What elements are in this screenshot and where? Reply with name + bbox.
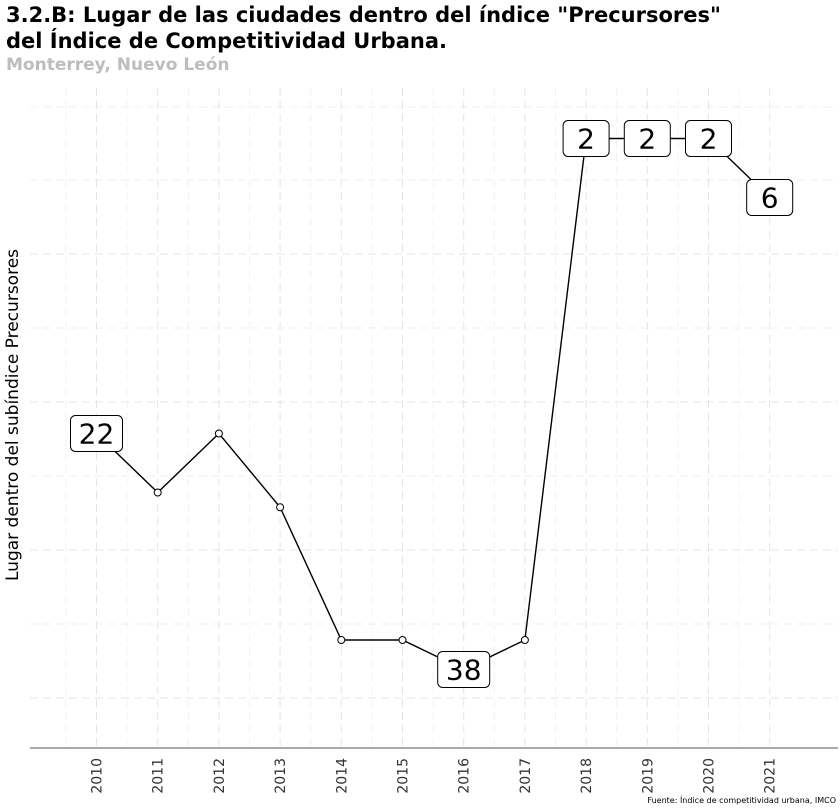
x-tick-label: 2010 (90, 758, 106, 794)
chart-title-line-1: 3.2.B: Lugar de las ciudades dentro del … (6, 3, 721, 27)
x-tick-label: 2015 (396, 758, 412, 794)
x-tick-label: 2013 (273, 758, 289, 794)
data-point (398, 636, 407, 644)
x-tick-label: 2011 (151, 758, 167, 794)
data-label: 38 (446, 654, 482, 687)
data-label-box (623, 120, 671, 157)
x-tick-label: 2021 (763, 758, 779, 794)
x-tick-label: 2012 (212, 758, 228, 794)
data-label: 2 (577, 123, 595, 156)
data-point (520, 636, 529, 644)
data-label-box (437, 651, 491, 688)
source-caption: Fuente: Índice de competitividad urbana,… (647, 796, 836, 805)
x-tick-label: 2020 (702, 758, 718, 794)
x-tick-label: 2017 (518, 758, 534, 794)
data-label: 6 (761, 182, 779, 215)
x-tick-label: 2019 (640, 758, 656, 794)
data-label: 22 (79, 418, 115, 451)
chart-subtitle: Monterrey, Nuevo León (6, 55, 230, 75)
y-axis-label: Lugar dentro del subíndice Precursores (3, 249, 23, 581)
data-label-box (746, 179, 794, 216)
data-label: 2 (700, 123, 718, 156)
data-label-box (562, 120, 610, 157)
chart-title: 3.2.B: Lugar de las ciudades dentro del … (6, 2, 721, 54)
data-point (337, 636, 346, 644)
data-label-box (70, 415, 123, 452)
x-tick-label: 2018 (579, 758, 595, 794)
data-point (153, 488, 162, 497)
data-point (276, 503, 285, 512)
x-tick-label: 2014 (334, 758, 350, 794)
data-label: 2 (638, 123, 656, 156)
chart-title-line-2: del Índice de Competitividad Urbana. (6, 29, 447, 53)
x-tick-label: 2016 (457, 758, 473, 794)
data-point (214, 429, 223, 438)
data-label-box (685, 120, 732, 157)
